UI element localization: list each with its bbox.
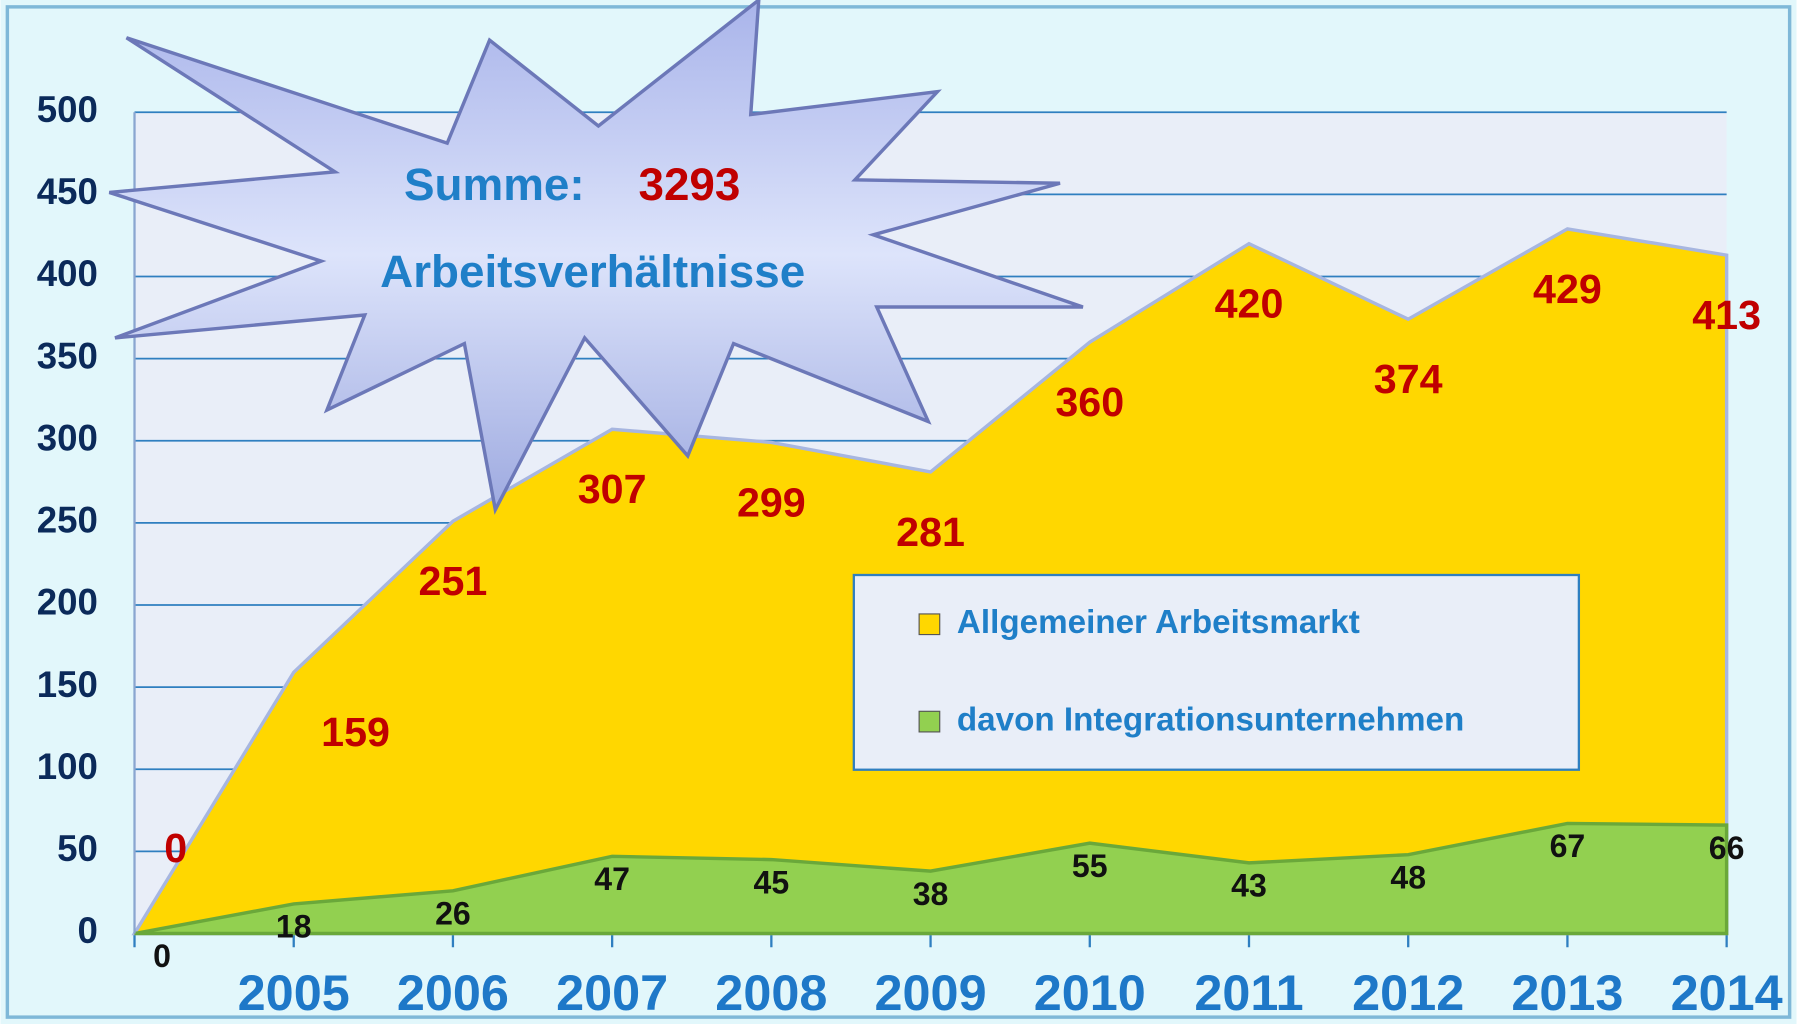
x-tick-label: 2009 [875, 964, 987, 1021]
y-tick-label: 100 [37, 746, 98, 787]
value-label: 159 [321, 709, 390, 755]
star-burst [108, 0, 1084, 515]
area [134, 821, 1729, 936]
value-label: 420 [1215, 281, 1284, 327]
value-label: 281 [896, 509, 965, 555]
legend-label: davon Integrationsunternehmen [957, 701, 1464, 738]
y-tick-label: 0 [77, 910, 97, 951]
value-label: 251 [419, 558, 488, 604]
y-tick-label: 200 [37, 582, 98, 623]
legend-swatch [918, 613, 941, 636]
value-label: 38 [913, 876, 949, 912]
frame [5, 5, 1792, 1019]
y-tick-label: 250 [37, 500, 98, 541]
value-label: 67 [1550, 828, 1586, 864]
y-tick-label: 150 [37, 664, 98, 705]
y-tick-label: 500 [37, 89, 98, 130]
value-label: 66 [1709, 830, 1745, 866]
value-label: 48 [1390, 859, 1426, 895]
annotation-text: Arbeitsverhältnisse [380, 246, 805, 297]
x-tick-label: 2007 [556, 964, 668, 1021]
x-tick-label: 2012 [1352, 964, 1464, 1021]
value-label: 0 [153, 938, 171, 974]
y-tick-label: 450 [37, 171, 98, 212]
value-label: 413 [1692, 292, 1761, 338]
x-tick-label: 2008 [715, 964, 827, 1021]
legend-items: Allgemeiner Arbeitsmarkt davon Integratio… [918, 604, 1464, 738]
x-tick-label: 2010 [1034, 964, 1146, 1021]
value-label: 374 [1374, 356, 1443, 402]
x-tick-label: 2011 [1194, 964, 1303, 1021]
y-tick-label: 300 [37, 417, 98, 458]
value-label: 360 [1055, 379, 1124, 425]
x-tick-label: 2014 [1671, 964, 1783, 1021]
x-tick-label: 2006 [397, 964, 509, 1021]
x-tick-label: 2005 [238, 964, 350, 1021]
value-label: 307 [578, 466, 647, 512]
annotation-label: Summe: [404, 159, 585, 210]
value-label: 55 [1072, 848, 1108, 884]
value-label: 43 [1231, 868, 1267, 904]
y-tick-label: 400 [37, 253, 98, 294]
legend-swatch [918, 710, 941, 733]
value-label: 0 [164, 825, 187, 871]
y-tick-label: 50 [57, 828, 98, 869]
value-label: 429 [1533, 266, 1602, 312]
value-label: 47 [594, 861, 630, 897]
y-tick-label: 350 [37, 335, 98, 376]
value-label: 18 [276, 909, 312, 945]
value-label: 26 [435, 895, 471, 931]
legend [852, 573, 1581, 771]
value-label: 45 [754, 864, 790, 900]
value-label: 299 [737, 479, 806, 525]
legend-label: Allgemeiner Arbeitsmarkt [957, 604, 1360, 641]
x-tick-label: 2013 [1511, 964, 1623, 1021]
annotation-value: 3293 [638, 159, 740, 210]
